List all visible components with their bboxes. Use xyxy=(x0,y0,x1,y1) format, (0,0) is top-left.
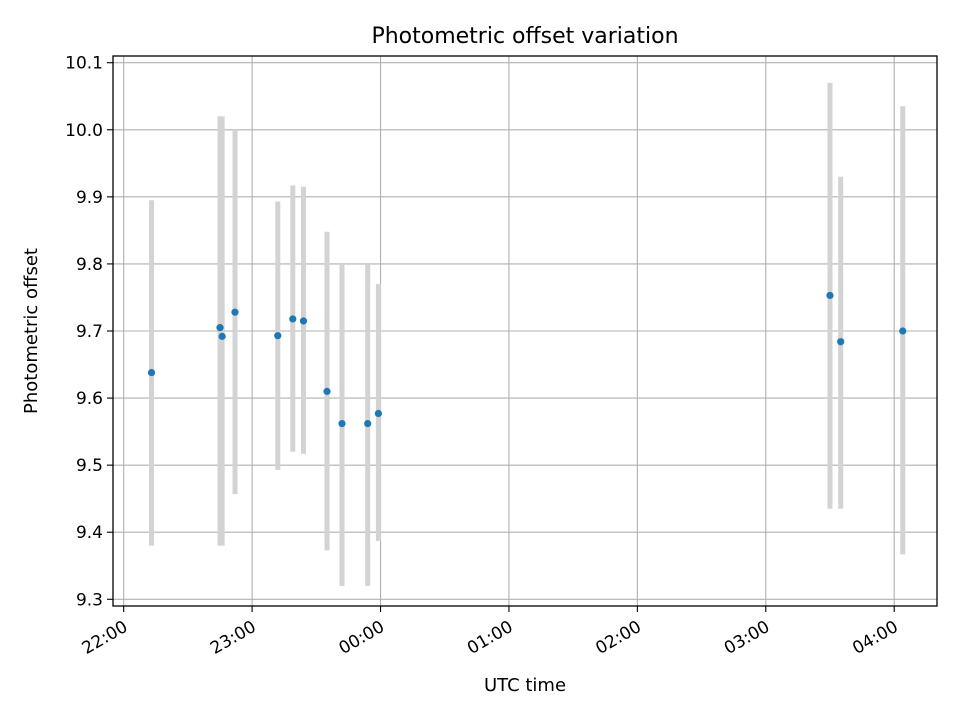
y-tick-label: 9.3 xyxy=(76,590,103,610)
data-point xyxy=(899,327,907,335)
y-tick-label: 10.0 xyxy=(65,121,103,141)
data-point xyxy=(826,291,834,300)
data-point xyxy=(338,419,346,428)
data-point xyxy=(837,338,845,346)
y-tick-label: 9.4 xyxy=(76,523,103,543)
data-point xyxy=(374,409,382,418)
y-tick-label: 9.6 xyxy=(76,389,103,409)
chart-title: Photometric offset variation xyxy=(371,24,678,49)
y-axis-ticks: 9.3 9.4 9.5 9.6 9.7 9.8 9.9 10.0 10.1 xyxy=(65,54,113,610)
data-point xyxy=(274,332,282,340)
data-point xyxy=(216,324,224,332)
data-point xyxy=(218,332,226,340)
x-axis-label: UTC time xyxy=(484,675,566,696)
data-point xyxy=(289,315,297,323)
y-tick-label: 9.7 xyxy=(76,322,103,342)
data-points xyxy=(147,291,907,428)
data-point xyxy=(231,308,239,316)
y-tick-label: 9.5 xyxy=(76,456,103,476)
data-point xyxy=(299,317,308,325)
data-point xyxy=(147,368,156,377)
y-axis-label: Photometric offset xyxy=(21,248,42,414)
grid-lines xyxy=(113,56,937,606)
y-tick-label: 9.8 xyxy=(76,255,103,275)
y-tick-label: 9.9 xyxy=(76,188,103,208)
data-point xyxy=(323,387,331,395)
data-point xyxy=(364,419,372,428)
y-tick-label: 10.1 xyxy=(65,54,103,74)
